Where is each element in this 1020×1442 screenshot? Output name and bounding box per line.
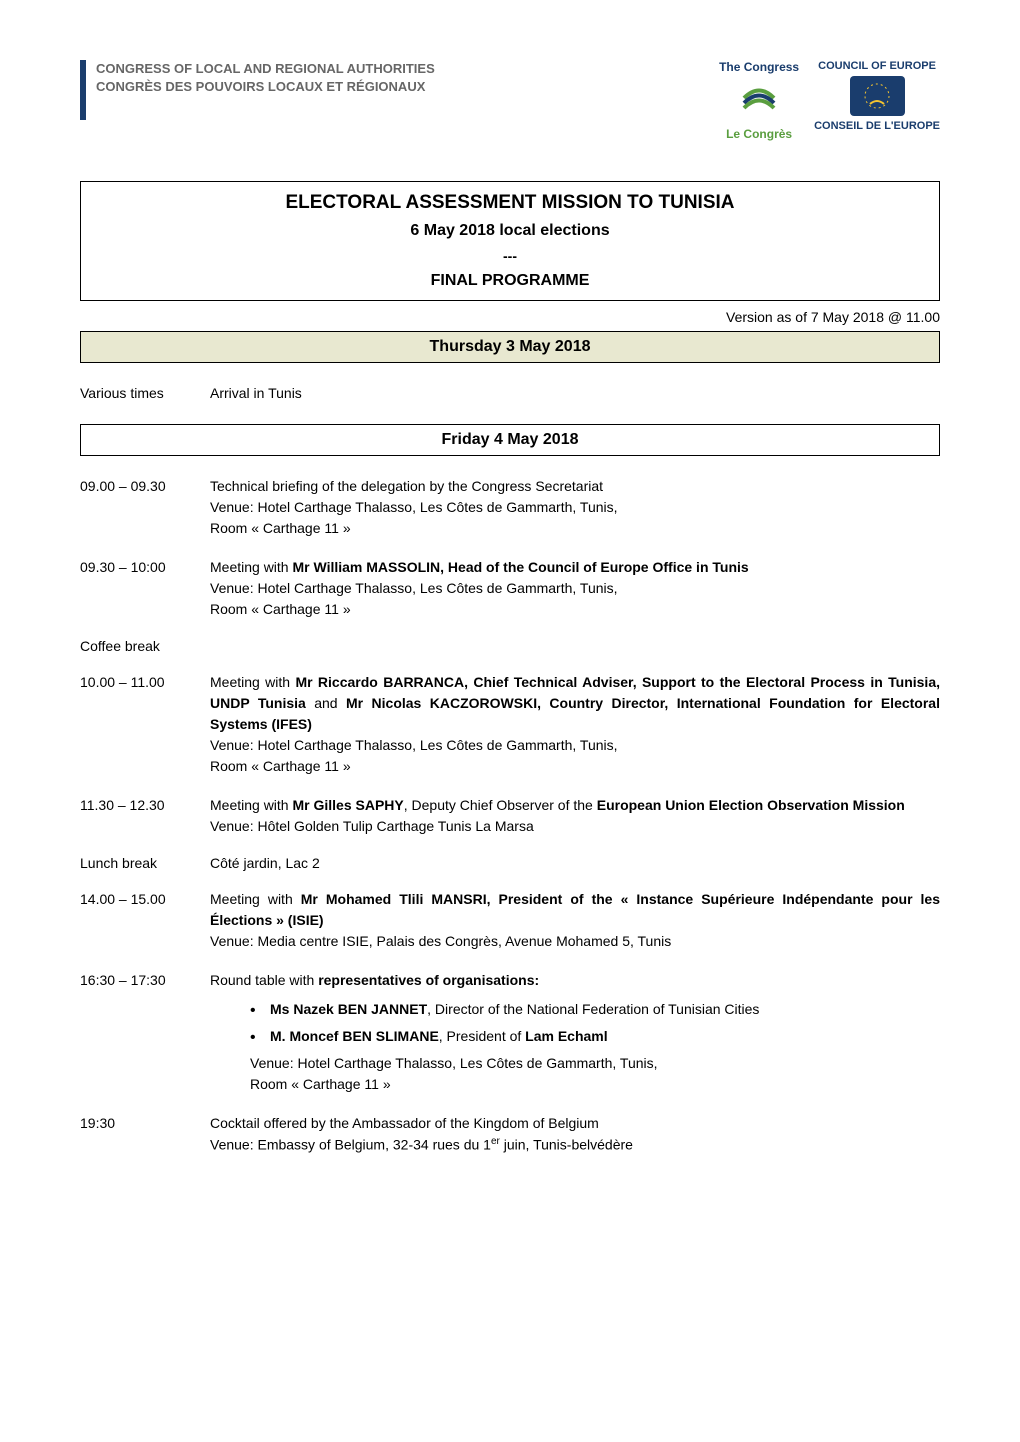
meeting-prefix: Meeting with — [210, 559, 292, 575]
schedule-time: Various times — [80, 383, 210, 404]
schedule-row: Various times Arrival in Tunis — [80, 383, 940, 404]
schedule-content: Meeting with Mr Riccardo BARRANCA, Chief… — [210, 672, 940, 777]
programme-label: FINAL PROGRAMME — [101, 272, 919, 290]
coffee-break-row: Coffee break — [80, 638, 940, 654]
schedule-content: Arrival in Tunis — [210, 383, 940, 404]
coe-flag-icon — [850, 76, 905, 116]
room-text: Room « Carthage 11 » — [210, 601, 351, 617]
briefing-text: Technical briefing of the delegation by … — [210, 478, 603, 494]
logo-left-text: CONGRESS OF LOCAL AND REGIONAL AUTHORITI… — [96, 60, 435, 96]
schedule-time: 16:30 – 17:30 — [80, 970, 210, 1095]
congress-logo-right: The Congress Le Congrès — [719, 60, 799, 141]
logos-right: The Congress Le Congrès COUNCIL OF EUROP… — [719, 60, 940, 141]
version-text: Version as of 7 May 2018 @ 11.00 — [80, 309, 940, 325]
schedule-time: 10.00 – 11.00 — [80, 672, 210, 777]
schedule-row: 14.00 – 15.00 Meeting with Mr Mohamed Tl… — [80, 889, 940, 952]
meeting-prefix: Meeting with — [210, 891, 301, 907]
room-text: Room « Carthage 11 » — [250, 1076, 391, 1092]
congress-label-en: The Congress — [719, 60, 799, 74]
person-title: , President of — [439, 1028, 525, 1044]
room-text: Room « Carthage 11 » — [210, 520, 351, 536]
venue-text: Venue: Hotel Carthage Thalasso, Les Côte… — [210, 580, 618, 596]
council-europe-logo: COUNCIL OF EUROPE CONSEIL DE L'EUROPE — [814, 60, 940, 141]
mission-title: ELECTORAL ASSESSMENT MISSION TO TUNISIA — [101, 192, 919, 214]
venue-text: Venue: Hotel Carthage Thalasso, Les Côte… — [210, 499, 618, 515]
mission-subtitle: 6 May 2018 local elections — [101, 222, 919, 240]
cocktail-text: Cocktail offered by the Ambassador of th… — [210, 1115, 599, 1131]
logo-left-line2: CONGRÈS DES POUVOIRS LOCAUX ET RÉGIONAUX — [96, 78, 435, 96]
schedule-row: 09.30 – 10:00 Meeting with Mr William MA… — [80, 557, 940, 620]
schedule-row: 11.30 – 12.30 Meeting with Mr Gilles SAP… — [80, 795, 940, 837]
schedule-row: 09.00 – 09.30 Technical briefing of the … — [80, 476, 940, 539]
meeting-mid: , Deputy Chief Observer of the — [404, 797, 597, 813]
person-name: Mr William MASSOLIN, Head of the Council… — [292, 559, 748, 575]
venue-text: Venue: Hotel Carthage Thalasso, Les Côte… — [250, 1055, 658, 1071]
schedule-time: 14.00 – 15.00 — [80, 889, 210, 952]
org-name: European Union Election Observation Miss… — [597, 797, 905, 813]
schedule-content: Meeting with Mr Gilles SAPHY, Deputy Chi… — [210, 795, 940, 837]
schedule-time: 11.30 – 12.30 — [80, 795, 210, 837]
room-text: Room « Carthage 11 » — [210, 758, 351, 774]
person-title: , Director of the National Federation of… — [427, 1001, 759, 1017]
roundtable-prefix: Round table with — [210, 972, 318, 988]
venue-text-pre: Venue: Embassy of Belgium, 32-34 rues du… — [210, 1137, 491, 1153]
lunch-break-row: Lunch break Côté jardin, Lac 2 — [80, 855, 940, 871]
coffee-break-label: Coffee break — [80, 638, 160, 654]
lunch-break-label: Lunch break — [80, 855, 210, 871]
meeting-prefix: Meeting with — [210, 797, 292, 813]
schedule-content: Meeting with Mr William MASSOLIN, Head o… — [210, 557, 940, 620]
ordinal-sup: er — [491, 1136, 500, 1147]
lunch-break-venue: Côté jardin, Lac 2 — [210, 855, 940, 871]
schedule-row: 10.00 – 11.00 Meeting with Mr Riccardo B… — [80, 672, 940, 777]
person-name: M. Moncef BEN SLIMANE — [270, 1028, 439, 1044]
congress-icon — [734, 78, 784, 118]
schedule-content: Cocktail offered by the Ambassador of th… — [210, 1113, 940, 1156]
representatives-list: Ms Nazek BEN JANNET, Director of the Nat… — [210, 999, 940, 1047]
meeting-prefix: Meeting with — [210, 674, 295, 690]
schedule-time: 09.30 – 10:00 — [80, 557, 210, 620]
schedule-row: 16:30 – 17:30 Round table with represent… — [80, 970, 940, 1095]
day-header-thursday: Thursday 3 May 2018 — [80, 331, 940, 363]
schedule-time: 09.00 – 09.30 — [80, 476, 210, 539]
venue-text: Venue: Hotel Carthage Thalasso, Les Côte… — [210, 737, 618, 753]
person-name: Ms Nazek BEN JANNET — [270, 1001, 427, 1017]
congress-label-fr: Le Congrès — [719, 127, 799, 141]
schedule-content: Meeting with Mr Mohamed Tlili MANSRI, Pr… — [210, 889, 940, 952]
person-name: Mr Mohamed Tlili MANSRI, President of th… — [210, 891, 940, 928]
title-box: ELECTORAL ASSESSMENT MISSION TO TUNISIA … — [80, 181, 940, 301]
roundtable-bold: representatives of organisations: — [318, 972, 539, 988]
schedule-row: 19:30 Cocktail offered by the Ambassador… — [80, 1113, 940, 1156]
venue-text: Venue: Hôtel Golden Tulip Carthage Tunis… — [210, 818, 534, 834]
document-header: CONGRESS OF LOCAL AND REGIONAL AUTHORITI… — [80, 60, 940, 141]
person-name: Mr Gilles SAPHY — [292, 797, 403, 813]
title-divider: --- — [101, 248, 919, 264]
schedule-time: 19:30 — [80, 1113, 210, 1156]
schedule-content: Technical briefing of the delegation by … — [210, 476, 940, 539]
coe-label-fr: CONSEIL DE L'EUROPE — [814, 120, 940, 132]
logo-left-line1: CONGRESS OF LOCAL AND REGIONAL AUTHORITI… — [96, 60, 435, 78]
meeting-mid: and — [306, 695, 346, 711]
venue-text: Venue: Media centre ISIE, Palais des Con… — [210, 933, 671, 949]
venue-text-post: juin, Tunis-belvédère — [500, 1137, 633, 1153]
list-item: Ms Nazek BEN JANNET, Director of the Nat… — [270, 999, 940, 1020]
coe-label-en: COUNCIL OF EUROPE — [814, 60, 940, 72]
venue-block: Venue: Hotel Carthage Thalasso, Les Côte… — [210, 1053, 940, 1095]
list-item: M. Moncef BEN SLIMANE, President of Lam … — [270, 1026, 940, 1047]
logo-bar — [80, 60, 86, 120]
congress-logo-left: CONGRESS OF LOCAL AND REGIONAL AUTHORITI… — [80, 60, 435, 120]
schedule-content: Round table with representatives of orga… — [210, 970, 940, 1095]
day-header-friday: Friday 4 May 2018 — [80, 424, 940, 456]
org-name: Lam Echaml — [525, 1028, 607, 1044]
